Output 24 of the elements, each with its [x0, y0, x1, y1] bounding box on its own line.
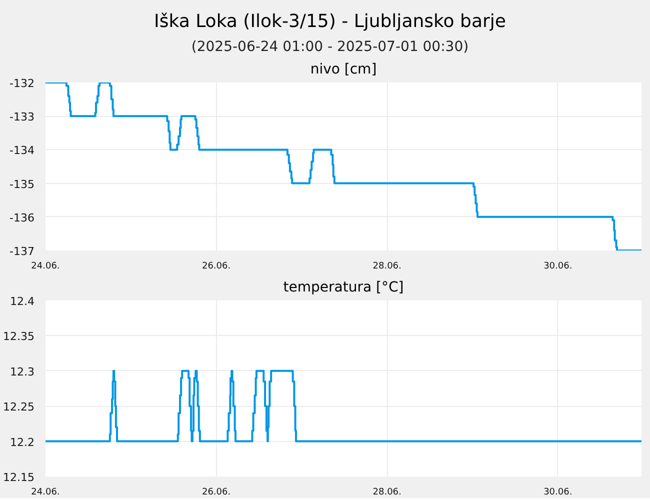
x-tick-label: 26.06.	[202, 488, 231, 498]
y-tick-label: -135	[10, 178, 35, 191]
x-tick-label: 30.06.	[544, 488, 572, 498]
y-tick-label: -137	[10, 245, 35, 258]
y-tick-label: -134	[10, 144, 35, 158]
text: (2025-06-24 01:00 - 2025-07-01 00:30)	[190, 38, 470, 57]
x-tick-label: 24.06.	[31, 262, 60, 272]
x-tick-label: 26.06.	[202, 262, 231, 272]
x-tick-label: 28.06.	[372, 488, 402, 498]
y-tick-label: 12.3	[10, 365, 35, 378]
y-tick-label: 12.4	[10, 295, 35, 308]
y-tick-label: -136	[10, 211, 35, 224]
y-tick-label: 12.35	[3, 330, 35, 344]
x-tick-label: 30.06.	[544, 262, 572, 272]
y-tick-label: 12.25	[3, 400, 35, 414]
y-tick-label: 12.15	[3, 471, 35, 484]
y-tick-label: -132	[10, 77, 35, 90]
y-tick-label: -133	[10, 110, 35, 124]
x-tick-label: 24.06.	[31, 488, 60, 498]
chart-title: temperatura [°C]	[283, 280, 404, 296]
text: Iška Loka (Ilok-3/15) - Ljubljansko barje	[153, 10, 507, 34]
chart-title: nivo [cm]	[310, 62, 377, 78]
y-tick-label: 12.2	[10, 436, 35, 449]
x-tick-label: 28.06.	[372, 262, 402, 272]
